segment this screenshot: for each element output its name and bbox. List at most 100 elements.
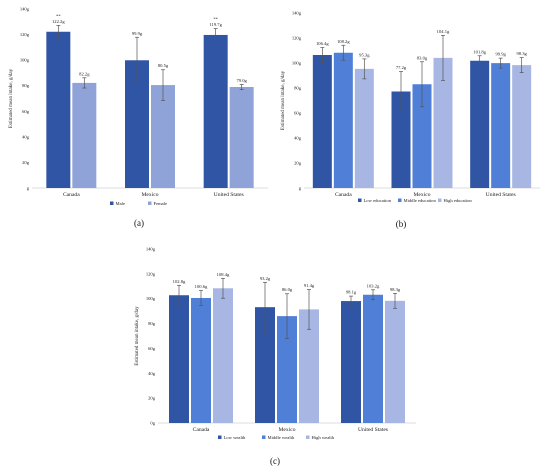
y-tick-label: 120g xyxy=(20,32,30,37)
data-label: 122.2g xyxy=(52,19,65,24)
data-label: 83.0g xyxy=(417,55,428,60)
data-label: 106.4g xyxy=(316,41,329,46)
x-category-label: Canada xyxy=(335,192,352,198)
bar-mexico-high-education xyxy=(433,57,453,188)
x-category-label: Mexico xyxy=(413,192,430,198)
bar-united-states-high-education xyxy=(512,65,532,188)
legend-swatch xyxy=(398,198,402,202)
legend-swatch xyxy=(358,198,362,202)
bar-mexico-middle-education xyxy=(412,84,432,188)
x-category-label: Canada xyxy=(63,192,80,198)
y-tick-label: 0g xyxy=(150,421,155,426)
y-tick-label: 140g xyxy=(146,247,156,252)
x-category-label: United States xyxy=(486,192,516,198)
data-label: 104.1g xyxy=(437,29,450,34)
data-label: 95.3g xyxy=(359,52,370,57)
data-label: 99.9g xyxy=(495,52,506,57)
legend-label: Female xyxy=(154,201,168,206)
legend-swatch xyxy=(262,435,266,439)
y-tick-label: 100g xyxy=(20,58,30,63)
y-tick-label: 140g xyxy=(20,7,30,12)
y-axis-title: Estimated mean intake, g/day xyxy=(281,70,286,130)
y-tick-label: 80g xyxy=(294,86,302,91)
y-tick-label: 100g xyxy=(146,296,156,301)
y-tick-label: 20g xyxy=(22,160,30,165)
bar-united-states-middle-wealth xyxy=(363,294,383,423)
legend-label: Male xyxy=(116,201,125,206)
bar-canada-male xyxy=(46,31,71,188)
x-category-label: United States xyxy=(214,192,244,198)
y-tick-label: 120g xyxy=(146,271,156,276)
significance-marker: ** xyxy=(56,13,61,18)
bar-mexico-female xyxy=(151,85,175,188)
bar-canada-middle-wealth xyxy=(191,297,211,423)
bar-mexico-high-wealth xyxy=(299,309,319,423)
y-tick-label: 40g xyxy=(148,371,156,376)
y-tick-label: 140g xyxy=(292,11,302,16)
bar-mexico-middle-wealth xyxy=(277,316,297,423)
y-tick-label: 40g xyxy=(294,136,302,141)
y-tick-label: 100g xyxy=(292,61,302,66)
chart-panel-a: g 20g 40g 60g 80g 100g 120g 140g Estimated mean … xyxy=(0,0,278,236)
data-label: 98.1g xyxy=(346,290,357,295)
bar-united-states-low-wealth xyxy=(341,301,361,423)
data-label: 98.3g xyxy=(390,287,401,292)
bar-canada-middle-education xyxy=(333,52,353,188)
y-tick-label: g xyxy=(299,186,302,191)
chart-b-svg: g 20g 40g 60g 80g 100g 120g 140g Estimated mean … xyxy=(281,11,540,229)
significance-marker: ** xyxy=(213,17,218,22)
legend-label: High education xyxy=(444,198,473,203)
y-tick-label: 20g xyxy=(294,161,302,166)
data-label: 119.7g xyxy=(209,22,222,27)
chart-panel-b: g 20g 40g 60g 80g 100g 120g 140g Estimated mean … xyxy=(272,0,550,236)
bar-united-states-male xyxy=(203,34,228,188)
y-tick-label: 60g xyxy=(148,346,156,351)
legend-label: High wealth xyxy=(312,435,335,440)
data-label: 100.6g xyxy=(195,284,208,289)
x-category-label: Mexico xyxy=(278,427,295,433)
legend-label: Low wealth xyxy=(224,435,247,440)
y-tick-label: 80g xyxy=(148,321,156,326)
panel-label: (a) xyxy=(134,218,144,228)
panel-label: (c) xyxy=(270,456,280,466)
y-tick-label: 20g xyxy=(148,396,156,401)
chart-c-svg: 0g 20g 40g 60g 80g 100g 120g 140g Estimated mean… xyxy=(135,247,416,466)
data-label: 98.3g xyxy=(516,51,527,56)
legend-swatch xyxy=(218,435,222,439)
data-label: 86.0g xyxy=(282,287,293,292)
y-tick-label: 40g xyxy=(22,134,30,139)
y-tick-label: 60g xyxy=(22,109,30,114)
data-label: 108.2g xyxy=(337,39,350,44)
y-tick-label: 80g xyxy=(22,83,30,88)
data-label: 102.8g xyxy=(173,279,186,284)
y-tick-label: 60g xyxy=(294,111,302,116)
bar-mexico-low-education xyxy=(391,91,411,188)
legend-label: Middle education xyxy=(404,198,437,203)
x-category-label: United States xyxy=(358,427,388,433)
data-label: 80.5g xyxy=(158,63,169,68)
bar-united-states-low-education xyxy=(470,60,490,188)
data-label: 82.2g xyxy=(79,71,90,76)
bar-canada-low-wealth xyxy=(169,295,189,423)
legend-swatch xyxy=(148,201,152,205)
legend-swatch xyxy=(110,201,114,205)
bar-canada-high-education xyxy=(354,68,374,188)
data-label: 91.4g xyxy=(304,283,315,288)
data-label: 77.2g xyxy=(396,65,407,70)
data-label: 99.9g xyxy=(132,31,143,36)
x-category-label: Canada xyxy=(193,427,210,433)
bar-canada-high-wealth xyxy=(213,288,233,423)
data-label: 79.0g xyxy=(236,78,247,83)
bar-canada-low-education xyxy=(312,55,332,188)
legend-label: Low education xyxy=(364,198,392,203)
legend-label: Middle wealth xyxy=(268,435,295,440)
y-tick-label: g xyxy=(27,186,30,191)
bar-canada-female xyxy=(72,82,97,188)
data-label: 93.2g xyxy=(260,276,271,281)
y-axis-title: Estimated mean intake, g/day xyxy=(9,68,14,128)
bar-united-states-middle-education xyxy=(491,63,511,188)
data-label: 103.2g xyxy=(367,283,380,288)
legend-swatch xyxy=(438,198,442,202)
bar-united-states-female xyxy=(229,86,254,188)
data-label: 101.8g xyxy=(473,49,486,54)
